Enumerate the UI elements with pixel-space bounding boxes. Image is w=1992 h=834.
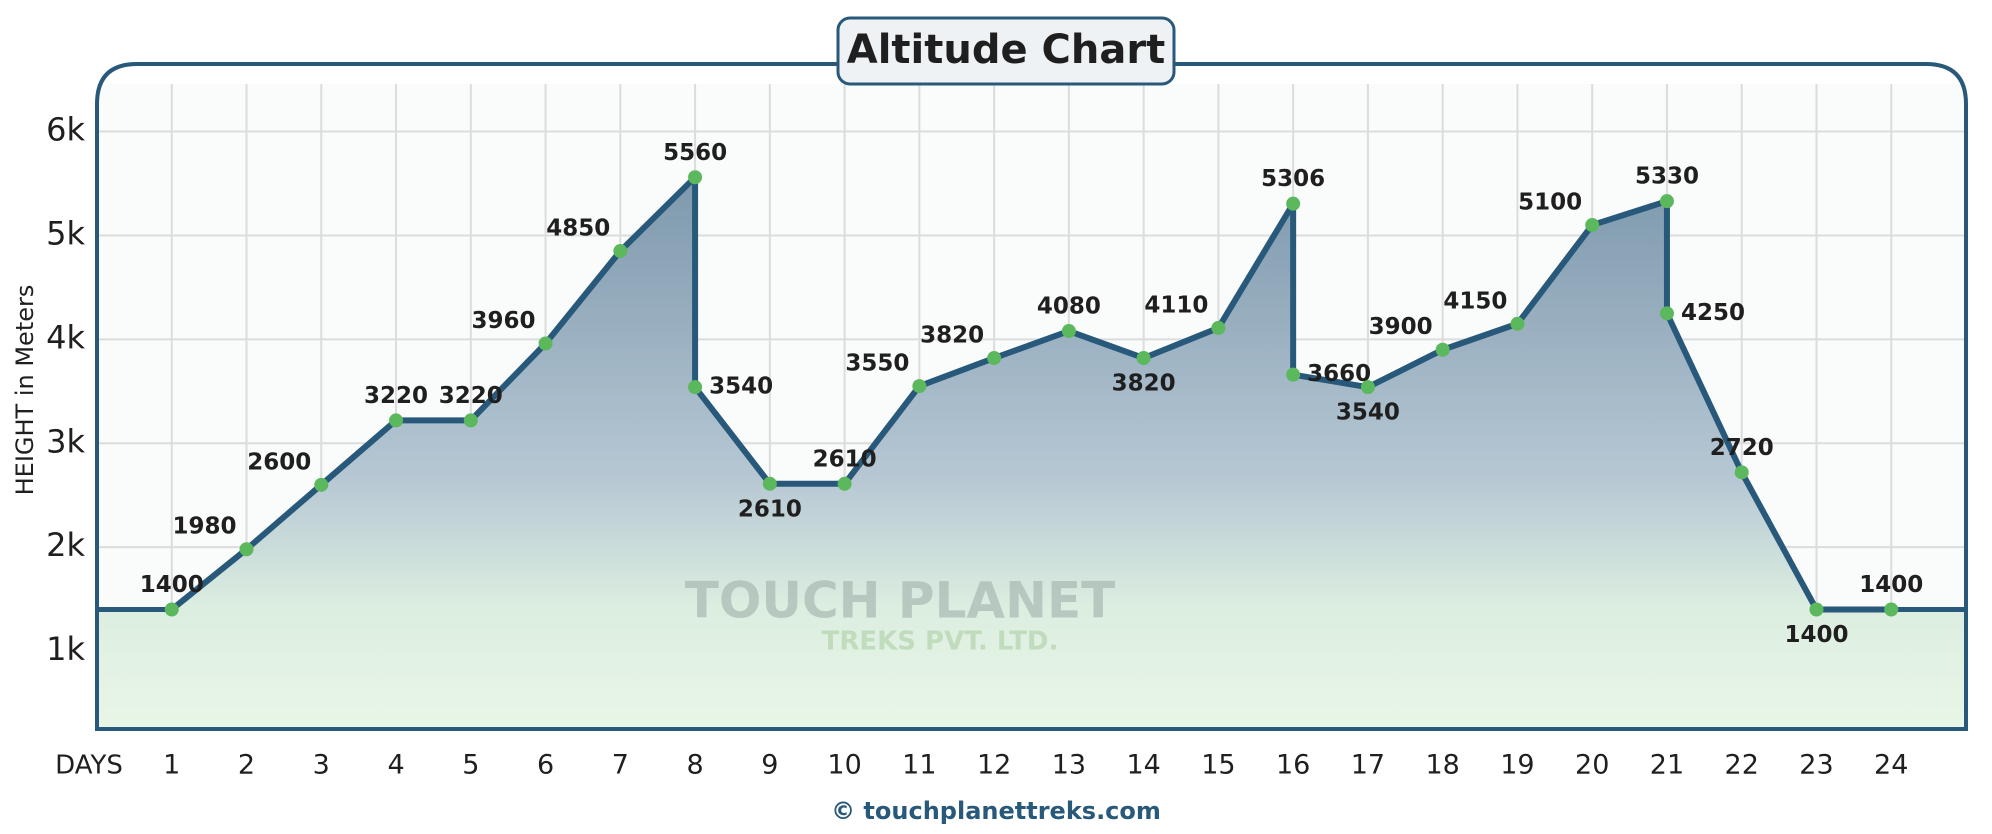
- data-label: 3820: [920, 323, 984, 349]
- x-tick-label: 13: [1052, 750, 1086, 781]
- point: [1884, 602, 1899, 617]
- data-label: 1980: [173, 514, 237, 540]
- y-axis-label: HEIGHT in Meters: [11, 285, 39, 496]
- x-tick-label: 14: [1126, 750, 1160, 781]
- data-label: 4850: [546, 216, 610, 242]
- x-tick-label: 3: [313, 750, 330, 781]
- data-label: 1400: [1859, 572, 1923, 598]
- x-tick-label: 12: [977, 750, 1011, 781]
- point: [1360, 380, 1375, 395]
- data-label: 5100: [1518, 190, 1582, 216]
- data-label: 3220: [364, 383, 428, 409]
- x-tick-label: 15: [1201, 750, 1235, 781]
- data-label: 3820: [1112, 371, 1176, 397]
- title-box: [836, 16, 1176, 86]
- x-tick-label: 20: [1575, 750, 1609, 781]
- marks: 1400 1980 2600 3220 3220 3960 4850 5560 3540 2610…: [97, 140, 1966, 648]
- frame: [95, 62, 1968, 731]
- data-label: 1400: [1784, 622, 1848, 648]
- point: [987, 351, 1002, 366]
- x-tick-label: 23: [1799, 750, 1833, 781]
- x-tick-label: 19: [1500, 750, 1534, 781]
- point: [837, 476, 852, 491]
- data-label: 1400: [140, 572, 204, 598]
- point: [1286, 367, 1301, 382]
- point: [762, 476, 777, 491]
- data-label: 3660: [1307, 361, 1371, 387]
- point: [912, 379, 927, 394]
- point: [1659, 306, 1674, 321]
- y-tick-label: 5k: [46, 214, 85, 252]
- data-label: 3900: [1369, 314, 1433, 340]
- point: [1211, 320, 1226, 335]
- point: [613, 244, 628, 259]
- y-tick-label: 6k: [46, 111, 85, 149]
- x-tick-label: 6: [537, 750, 554, 781]
- data-label: 2600: [247, 449, 311, 475]
- data-label: 2720: [1710, 435, 1774, 461]
- point: [1061, 324, 1076, 339]
- y-tick-label: 4k: [46, 318, 85, 356]
- x-tick-label: 17: [1351, 750, 1385, 781]
- data-label: 3540: [709, 374, 773, 400]
- x-tick-label: 9: [761, 750, 778, 781]
- watermark: TOUCH PLANET: [685, 572, 1115, 630]
- x-tick-label: 18: [1426, 750, 1460, 781]
- data-label: 4150: [1443, 288, 1507, 314]
- x-tick-label: 7: [612, 750, 629, 781]
- footer: © touchplanettreks.com: [831, 797, 1161, 825]
- point: [1734, 465, 1749, 480]
- x-axis-label: DAYS: [55, 751, 123, 781]
- point: [164, 602, 179, 617]
- x-tick-label: 10: [827, 750, 861, 781]
- point: [1435, 342, 1450, 357]
- data-label: 2610: [738, 496, 802, 522]
- data-label: 5330: [1635, 164, 1699, 190]
- x-tick-label: 21: [1650, 750, 1684, 781]
- x-tick-label: 8: [686, 750, 703, 781]
- point: [688, 380, 703, 395]
- point: [1659, 194, 1674, 209]
- x-tick-label: 24: [1874, 750, 1908, 781]
- data-label: 4110: [1144, 292, 1208, 318]
- point: [1136, 351, 1151, 366]
- point: [463, 413, 478, 428]
- data-label: 4080: [1037, 294, 1101, 320]
- data-label: 2610: [813, 446, 877, 472]
- point: [314, 477, 329, 492]
- y-tick-label: 2k: [46, 526, 85, 564]
- area: [97, 177, 1966, 729]
- point: [688, 170, 703, 185]
- x-tick-label: 5: [462, 750, 479, 781]
- point: [1585, 218, 1600, 233]
- point: [538, 336, 553, 351]
- point: [239, 542, 254, 557]
- data-label: 4250: [1681, 300, 1745, 326]
- point: [1510, 316, 1525, 331]
- watermark: TREKS PVT. LTD.: [822, 627, 1059, 657]
- y-tick-label: 1k: [46, 630, 85, 668]
- x-tick-label: 2: [238, 750, 255, 781]
- data-label: 3960: [472, 308, 536, 334]
- point: [1809, 602, 1824, 617]
- point: [389, 413, 404, 428]
- data-label: 3540: [1336, 400, 1400, 426]
- area-fill: [97, 177, 1966, 729]
- data-label: 3550: [845, 351, 909, 377]
- point: [1286, 196, 1301, 211]
- chart-title: Altitude Chart: [847, 27, 1165, 73]
- x-tick-label: 11: [902, 750, 936, 781]
- x-tick-label: 1: [163, 750, 180, 781]
- x-tick-label: 4: [387, 750, 404, 781]
- data-label: 3220: [439, 383, 503, 409]
- x-tick-label: 16: [1276, 750, 1310, 781]
- y-tick-label: 3k: [46, 422, 85, 460]
- x-tick-label: 22: [1725, 750, 1759, 781]
- data-label: 5306: [1261, 166, 1325, 192]
- data-label: 5560: [663, 140, 727, 166]
